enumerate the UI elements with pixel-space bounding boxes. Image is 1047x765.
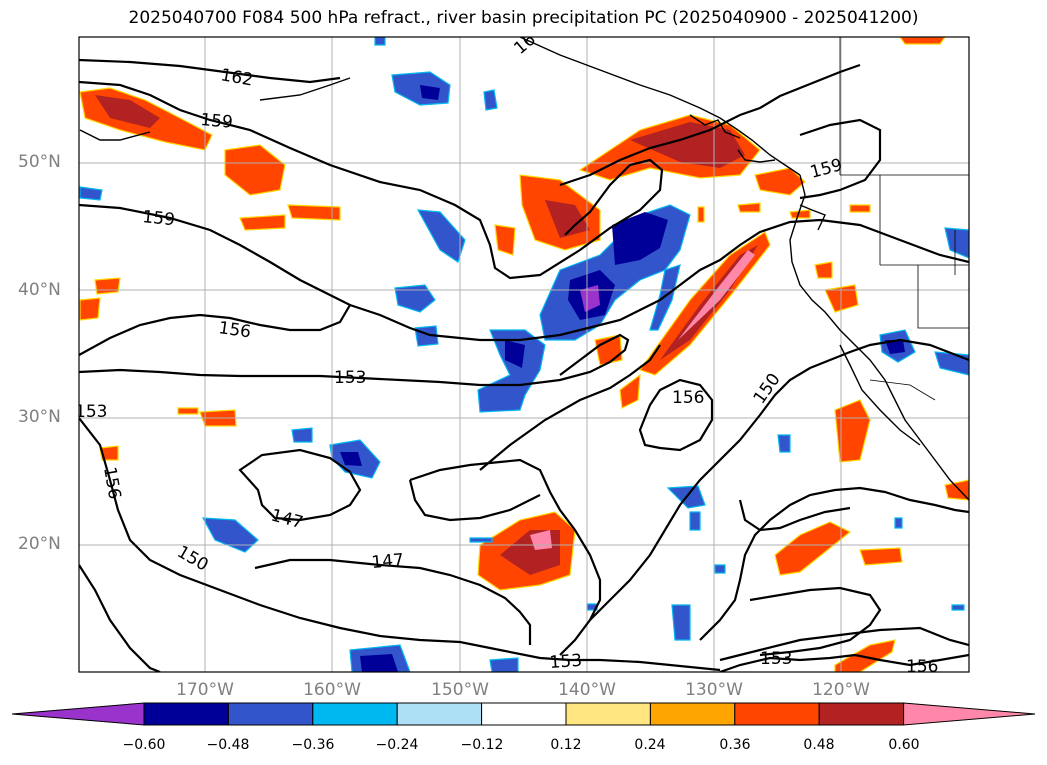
map-plot-area: 162 159 159 156 153 153 156 156 150 147 … [75,37,969,677]
contour-label: 159 [141,207,175,230]
colorbar-tick-label: −0.48 [206,737,250,753]
contour-label: 159 [200,110,234,133]
contour-label: 153 [760,649,792,669]
map-title: 2025040700 F084 500 hPa refract., river … [128,8,919,28]
contour-label: 156 [672,388,704,408]
contour-label: 156 [217,318,252,342]
refractivity-contours [79,58,969,672]
colorbar-tick-label: 0.48 [803,737,835,753]
contour-label: 153 [75,402,107,422]
lat-label: 50°N [18,152,61,172]
colorbar-tick-label: 0.60 [888,737,920,753]
lon-label: 130°W [685,680,743,700]
contour-label: 147 [371,550,405,573]
lon-label: 170°W [176,680,234,700]
colorbar-tick-label: 0.24 [634,737,666,753]
coastlines [79,37,969,501]
colorbar [11,702,1036,726]
graticule [79,37,969,672]
map-frame [78,36,970,673]
lon-label: 140°W [558,680,616,700]
colorbar-tick-label: −0.12 [460,737,504,753]
lon-label: 150°W [431,680,489,700]
colorbar-tick-label: −0.36 [291,737,335,753]
contour-label: 153 [549,651,583,673]
colorbar-tick-label: −0.24 [375,737,419,753]
lat-label: 30°N [18,407,61,427]
lon-label: 120°W [812,680,870,700]
contour-label: 156 [906,657,938,677]
colorbar-tick-label: 0.36 [719,737,751,753]
lat-label: 20°N [18,534,61,554]
colorbar-extend-high [903,702,1036,726]
colorbar-extend-low [11,702,145,726]
colorbar-tick-label: −0.60 [122,737,166,753]
colorbar-tick-label: 0.12 [550,737,582,753]
borders [839,37,969,401]
contour-label: 153 [334,368,366,388]
lat-label: 40°N [18,280,61,300]
lon-label: 160°W [303,680,361,700]
precip-positive-areas [79,37,969,672]
